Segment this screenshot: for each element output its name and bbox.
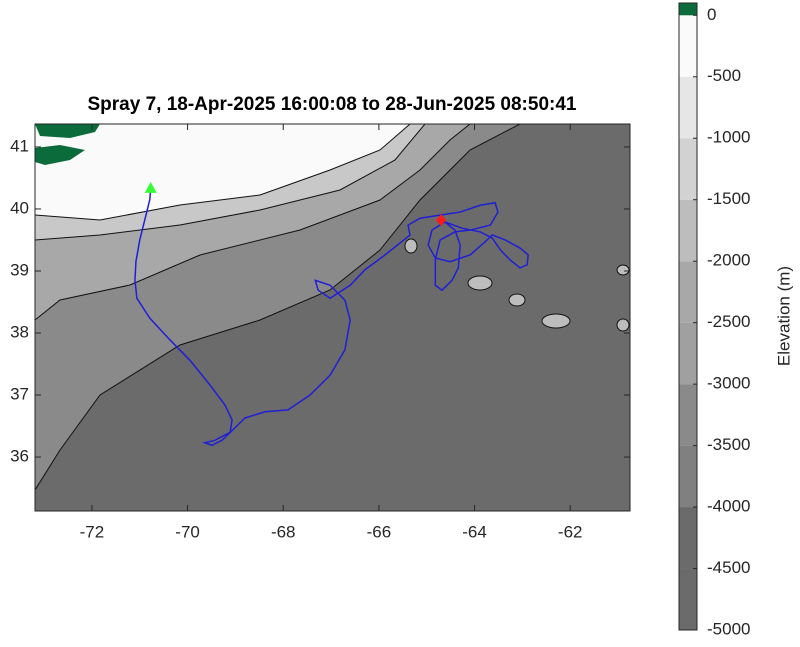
- y-tick-label: 36: [10, 447, 29, 466]
- colorbar-tick-label: -4500: [707, 558, 750, 577]
- colorbar-band: [679, 445, 697, 508]
- colorbar-tick-label: 0: [707, 5, 716, 24]
- x-tick-label: -68: [271, 522, 296, 541]
- x-tick-label: -66: [367, 522, 392, 541]
- colorbar-band: [679, 507, 697, 569]
- y-tick-label: 39: [10, 260, 29, 279]
- seamount: [404, 238, 418, 254]
- colorbar-band: [679, 76, 697, 139]
- end-marker: [436, 214, 447, 227]
- colorbar-tick-label: -5000: [707, 619, 750, 638]
- x-tick-label: -70: [175, 522, 200, 541]
- seamount: [616, 318, 630, 332]
- glider-track: [134, 187, 529, 447]
- colorbar-tick-label: -1500: [707, 189, 750, 208]
- colorbar-tick-label: -3000: [707, 374, 750, 393]
- y-tick-label: 40: [10, 198, 29, 217]
- colorbar-band: [679, 138, 697, 200]
- colorbar-band: [679, 15, 697, 77]
- colorbar-band: [679, 261, 697, 323]
- x-tick-label: -72: [80, 522, 105, 541]
- seamount: [541, 313, 571, 329]
- axes-box: [34, 123, 631, 512]
- seamount: [508, 293, 526, 307]
- colorbar-tick-label: -500: [707, 66, 741, 85]
- colorbar-tick-label: -3500: [707, 435, 750, 454]
- seamount: [467, 275, 493, 291]
- start-marker: [144, 181, 157, 193]
- y-tick-label: 41: [10, 136, 29, 155]
- colorbar-band: [679, 322, 697, 385]
- colorbar-band: [679, 568, 697, 630]
- colorbar-tick-label: -2000: [707, 251, 750, 270]
- colorbar-label: Elevation (m): [774, 266, 793, 366]
- x-tick-label: -62: [558, 522, 583, 541]
- colorbar-band: [679, 384, 697, 446]
- land: [35, 124, 100, 138]
- y-tick-label: 38: [10, 322, 29, 341]
- colorbar-tick-label: -4000: [707, 497, 750, 516]
- land: [35, 145, 85, 165]
- colorbar-frame: [678, 2, 698, 631]
- x-tick-label: -64: [462, 522, 487, 541]
- map-title: Spray 7, 18-Apr-2025 16:00:08 to 28-Jun-…: [88, 94, 577, 115]
- colorbar-tick-label: -2500: [707, 312, 750, 331]
- colorbar-band: [679, 3, 697, 16]
- colorbar-band: [679, 199, 697, 262]
- bathymetry: [35, 124, 630, 511]
- colorbar-tick-label: -1000: [707, 128, 750, 147]
- seamount: [616, 264, 630, 276]
- y-tick-label: 37: [10, 385, 29, 404]
- shelf: [35, 124, 411, 221]
- plot-area: [134, 181, 529, 447]
